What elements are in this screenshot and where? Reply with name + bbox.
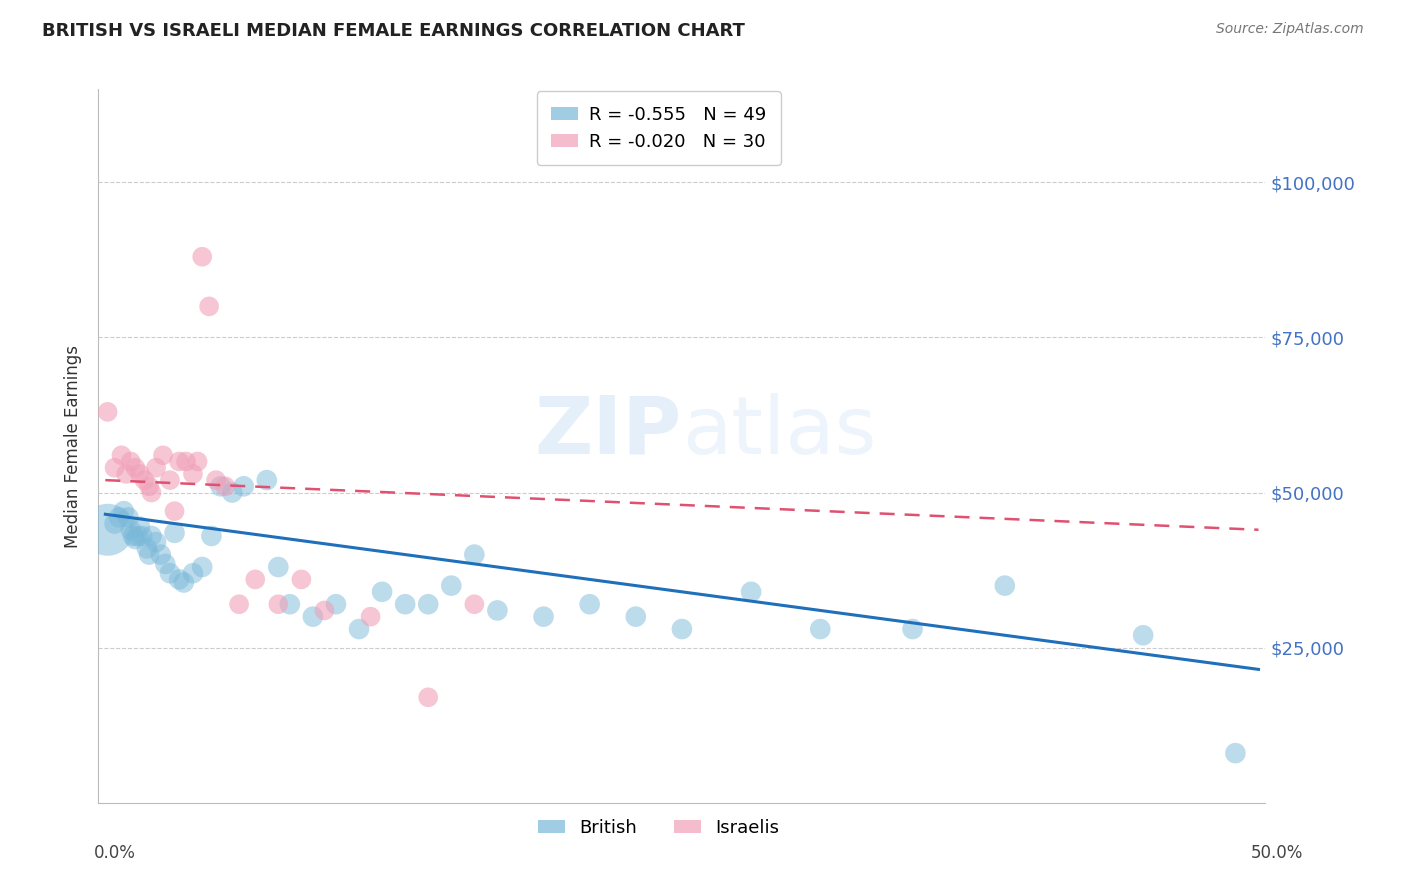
Text: Source: ZipAtlas.com: Source: ZipAtlas.com <box>1216 22 1364 37</box>
Point <box>117 510 139 524</box>
Point <box>228 597 250 611</box>
Point <box>463 548 485 562</box>
Point <box>112 504 135 518</box>
Point <box>533 609 555 624</box>
Y-axis label: Median Female Earnings: Median Female Earnings <box>65 344 83 548</box>
Point <box>167 573 190 587</box>
Point <box>394 597 416 611</box>
Point <box>152 448 174 462</box>
Point <box>440 579 463 593</box>
Point <box>115 467 138 481</box>
Point <box>135 541 157 556</box>
Point <box>145 460 167 475</box>
Point <box>167 454 190 468</box>
Point <box>124 532 146 546</box>
Point <box>187 454 209 468</box>
Point <box>314 603 336 617</box>
Legend: British, Israelis: British, Israelis <box>531 812 786 844</box>
Point <box>138 479 160 493</box>
Point <box>103 516 125 531</box>
Point <box>486 603 509 617</box>
Point <box>97 405 120 419</box>
Point <box>120 523 142 537</box>
Point <box>1132 628 1154 642</box>
Point <box>1225 746 1247 760</box>
Point <box>418 597 440 611</box>
Point <box>174 454 197 468</box>
Point <box>138 548 160 562</box>
Point <box>214 479 236 493</box>
Point <box>267 597 290 611</box>
Point <box>256 473 278 487</box>
Point <box>181 566 204 581</box>
Text: BRITISH VS ISRAELI MEDIAN FEMALE EARNINGS CORRELATION CHART: BRITISH VS ISRAELI MEDIAN FEMALE EARNING… <box>42 22 745 40</box>
Point <box>232 479 254 493</box>
Point <box>278 597 301 611</box>
Point <box>191 250 214 264</box>
Point <box>671 622 693 636</box>
Text: 0.0%: 0.0% <box>94 844 136 862</box>
Point <box>191 560 214 574</box>
Point <box>97 523 120 537</box>
Point <box>159 566 181 581</box>
Point <box>267 560 290 574</box>
Point <box>205 473 228 487</box>
Point <box>163 525 186 540</box>
Point <box>463 597 485 611</box>
Point <box>159 473 181 487</box>
Point <box>173 575 195 590</box>
Point <box>418 690 440 705</box>
Point <box>360 609 382 624</box>
Point <box>103 460 125 475</box>
Point <box>290 573 312 587</box>
Point <box>110 448 132 462</box>
Point <box>624 609 647 624</box>
Point <box>198 299 221 313</box>
Point <box>371 584 394 599</box>
Point <box>163 504 186 518</box>
Point <box>122 529 145 543</box>
Point <box>245 573 267 587</box>
Point <box>120 454 142 468</box>
Point <box>141 529 163 543</box>
Point <box>149 548 172 562</box>
Point <box>901 622 924 636</box>
Point <box>134 473 156 487</box>
Point <box>108 510 131 524</box>
Text: ZIP: ZIP <box>534 392 682 471</box>
Point <box>808 622 831 636</box>
Text: 50.0%: 50.0% <box>1250 844 1303 862</box>
Point <box>740 584 762 599</box>
Point <box>181 467 204 481</box>
Point <box>221 485 243 500</box>
Point <box>129 467 152 481</box>
Point <box>131 529 153 543</box>
Point <box>578 597 600 611</box>
Point <box>141 485 163 500</box>
Point <box>127 529 149 543</box>
Point <box>145 535 167 549</box>
Point <box>200 529 222 543</box>
Point <box>325 597 347 611</box>
Point <box>302 609 325 624</box>
Point <box>209 479 232 493</box>
Point <box>155 557 177 571</box>
Point <box>124 460 146 475</box>
Point <box>994 579 1017 593</box>
Point <box>129 519 152 533</box>
Point <box>347 622 370 636</box>
Text: atlas: atlas <box>682 392 876 471</box>
